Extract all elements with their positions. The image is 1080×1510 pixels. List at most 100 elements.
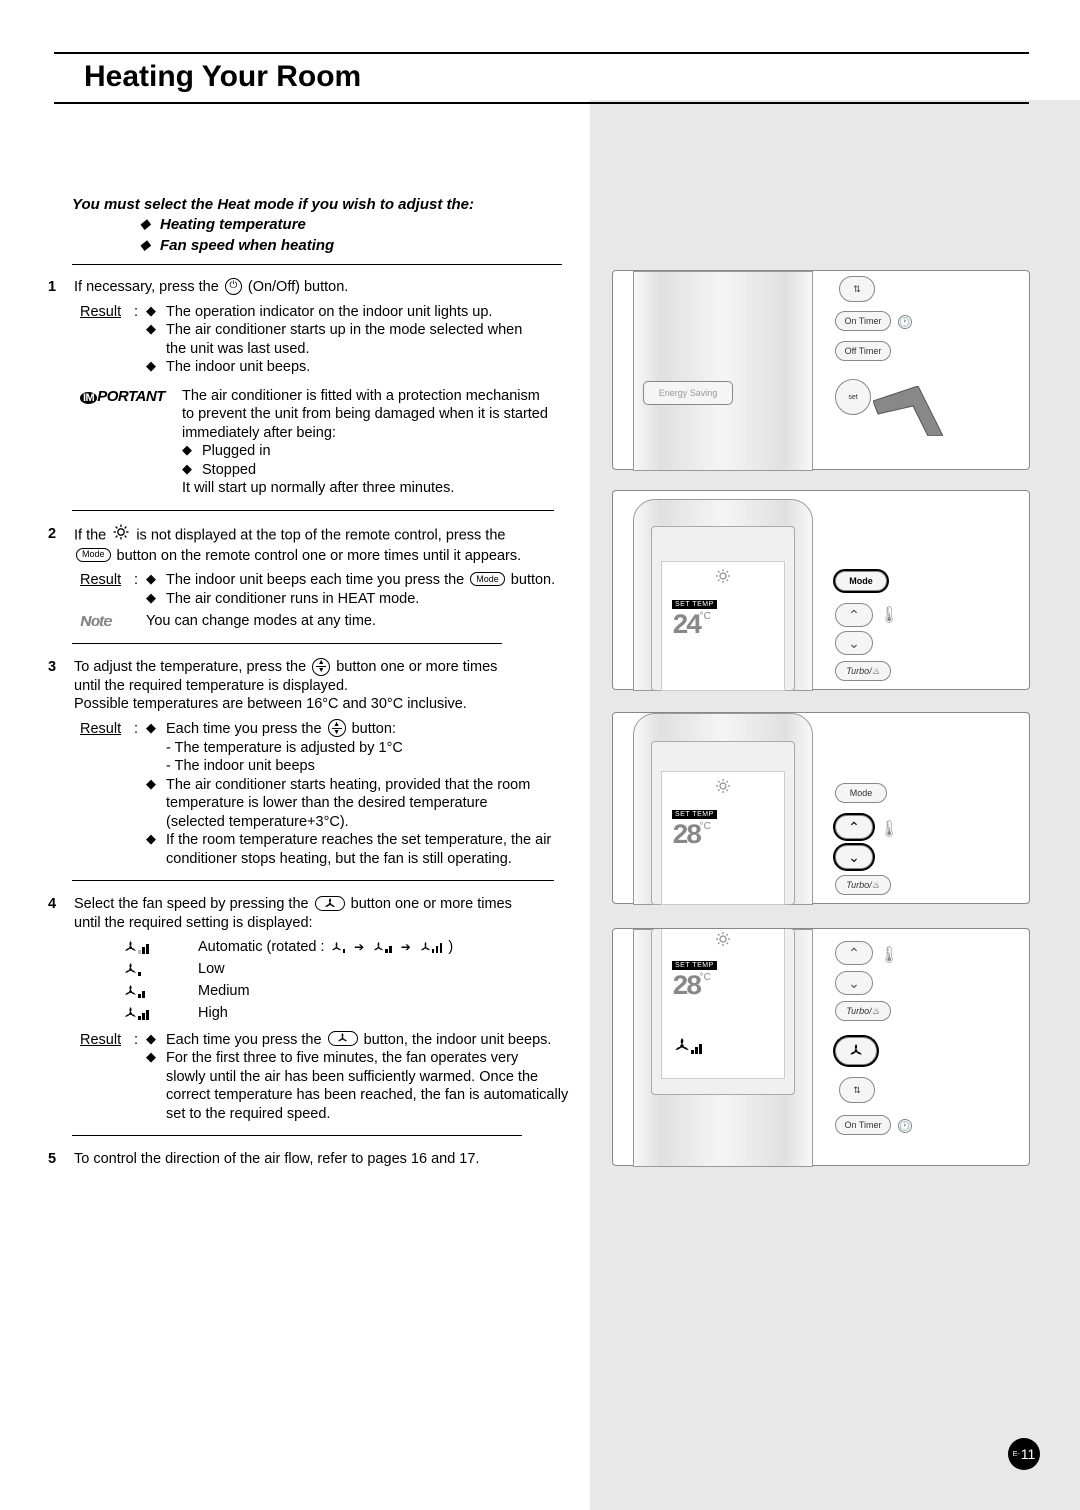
- result-item: button, the indoor unit beeps.: [364, 1032, 552, 1048]
- important-tag: IMPORTANT: [80, 387, 170, 498]
- divider: [72, 264, 562, 265]
- step-number: 1: [48, 278, 74, 498]
- result-item: the unit was last used.: [166, 341, 309, 357]
- clock-icon: 🕐: [898, 1119, 912, 1133]
- result-item: button:: [352, 721, 396, 737]
- thermometer-icon: 🌡: [879, 819, 899, 839]
- step1-text-b: (On/Off) button.: [248, 279, 348, 295]
- result-item: The indoor unit beeps each time you pres…: [166, 572, 468, 588]
- important-text: to prevent the unit from being damaged w…: [182, 405, 578, 424]
- divider: [72, 880, 554, 881]
- fan-button-icon: [328, 1031, 358, 1046]
- intro-bullet: Fan speed when heating: [160, 236, 334, 256]
- page-prefix: E-: [1013, 1451, 1020, 1458]
- result-item: conditioner stops heating, but the fan i…: [166, 851, 512, 867]
- step4-text: until the required setting is displayed:: [74, 915, 313, 931]
- important-bullet: Plugged in: [202, 442, 271, 461]
- on-timer-button: On Timer: [835, 311, 891, 331]
- degc-label: °C: [700, 611, 711, 622]
- remote-illustration-2: SET TEMP 24°C Mode ⌃ ⌄ 🌡 Turbo/♨: [612, 490, 1030, 690]
- result-item: correct temperature has been reached, th…: [166, 1087, 568, 1103]
- step-number: 3: [48, 658, 74, 868]
- temp-down-button: ⌄: [835, 971, 873, 995]
- temp-updown-icon: ▲▼: [312, 658, 330, 676]
- set-temp-label: SET TEMP: [672, 961, 717, 970]
- content: 1 If necessary, press the ⏻ (On/Off) but…: [48, 278, 578, 1175]
- fan-low-label: Low: [198, 960, 225, 979]
- fan-speed-button: [835, 1037, 877, 1065]
- degc-label: °C: [700, 972, 711, 983]
- fan-med-icon: [122, 985, 162, 998]
- arrow-icon: ➔: [354, 940, 364, 954]
- set-temp-label: SET TEMP: [672, 600, 717, 609]
- divider: [72, 643, 502, 644]
- step3-text: until the required temperature is displa…: [74, 678, 348, 694]
- page-number-badge: E-11: [1008, 1438, 1040, 1470]
- intro-bullet: Heating temperature: [160, 215, 306, 235]
- remote-illustration-1: ⇅ On Timer Off Timer 🕐 Energy Saving set: [612, 270, 1030, 470]
- result-label: Result: [80, 571, 134, 608]
- step-number: 5: [48, 1150, 74, 1169]
- title-box: Heating Your Room: [54, 52, 1029, 104]
- result-item: slowly until the air has been sufficient…: [166, 1069, 538, 1085]
- step2-text: If the: [74, 528, 110, 544]
- result-item: The air conditioner starts heating, prov…: [166, 777, 530, 793]
- step2-text: button on the remote control one or more…: [117, 548, 522, 564]
- result-label: Result: [80, 303, 134, 377]
- result-item: The indoor unit beeps.: [166, 358, 310, 377]
- result-item: set to the required speed.: [166, 1106, 330, 1122]
- important-text: immediately after being:: [182, 424, 578, 443]
- mode-button-icon: Mode: [76, 548, 111, 562]
- set-temp-label: SET TEMP: [672, 810, 717, 819]
- energy-saving-button: Energy Saving: [643, 381, 733, 405]
- divider: [72, 1135, 522, 1136]
- important-text: The air conditioner is fitted with a pro…: [182, 387, 578, 406]
- turbo-button: Turbo/♨: [835, 1001, 891, 1021]
- fan-auto-label: Automatic (rotated :: [198, 939, 329, 955]
- set-cancel-button: set: [835, 379, 871, 415]
- sun-display-icon: [662, 778, 784, 799]
- intro-block: You must select the Heat mode if you wis…: [72, 195, 562, 256]
- remote-illustration-3: SET TEMP 28°C Mode ⌃ ⌄ 🌡 Turbo/♨: [612, 712, 1030, 904]
- result-label: Result: [80, 720, 134, 868]
- step1-text: If necessary, press the: [74, 279, 223, 295]
- sun-display-icon: [662, 931, 784, 952]
- fan-low-icon: [122, 963, 162, 976]
- thermometer-icon: 🌡: [879, 945, 899, 965]
- divider: [72, 510, 554, 511]
- step3-text: button one or more times: [336, 659, 497, 675]
- result-item: If the room temperature reaches the set …: [166, 832, 551, 848]
- pointer-icon: [873, 386, 943, 436]
- thermometer-icon: 🌡: [879, 605, 899, 625]
- step4-text: button one or more times: [351, 896, 512, 912]
- intro-line: You must select the Heat mode if you wis…: [72, 195, 562, 215]
- result-item: temperature is lower than the desired te…: [166, 795, 488, 811]
- remote-illustration-4: SET TEMP 28°C ⌃ ⌄ 🌡 Turbo/♨ ⇅ On Timer 🕐: [612, 928, 1030, 1166]
- mode-button-icon: Mode: [470, 572, 505, 586]
- page: Heating Your Room You must select the He…: [0, 0, 1080, 1510]
- result-item: - The indoor unit beeps: [166, 758, 315, 774]
- mode-button: Mode: [835, 571, 887, 591]
- fan-button-icon: [315, 896, 345, 911]
- temp-updown-icon: ▲▼: [328, 719, 346, 737]
- result-item: button.: [507, 572, 555, 588]
- note-tag: Note: [80, 612, 126, 631]
- diamond-icon: ◆: [140, 215, 150, 235]
- sun-display-icon: [662, 568, 784, 589]
- result-item: Each time you press the: [166, 721, 326, 737]
- swing-button: ⇅: [839, 276, 875, 302]
- result-label: Result: [80, 1031, 134, 1124]
- temp-display: 28: [672, 972, 700, 1003]
- result-item: The air conditioner starts up in the mod…: [166, 322, 522, 338]
- degc-label: °C: [700, 821, 711, 832]
- sun-icon: [113, 524, 129, 546]
- temp-up-button: ⌃: [835, 603, 873, 627]
- step3-text: To adjust the temperature, press the: [74, 659, 310, 675]
- temp-up-button: ⌃: [835, 815, 873, 839]
- fan-auto-icon: [122, 941, 162, 954]
- fan-high-icon: [122, 1007, 162, 1020]
- step4-text: Select the fan speed by pressing the: [74, 896, 313, 912]
- important-text: It will start up normally after three mi…: [182, 479, 578, 498]
- page-title: Heating Your Room: [84, 60, 999, 94]
- result-item: The air conditioner runs in HEAT mode.: [166, 590, 419, 609]
